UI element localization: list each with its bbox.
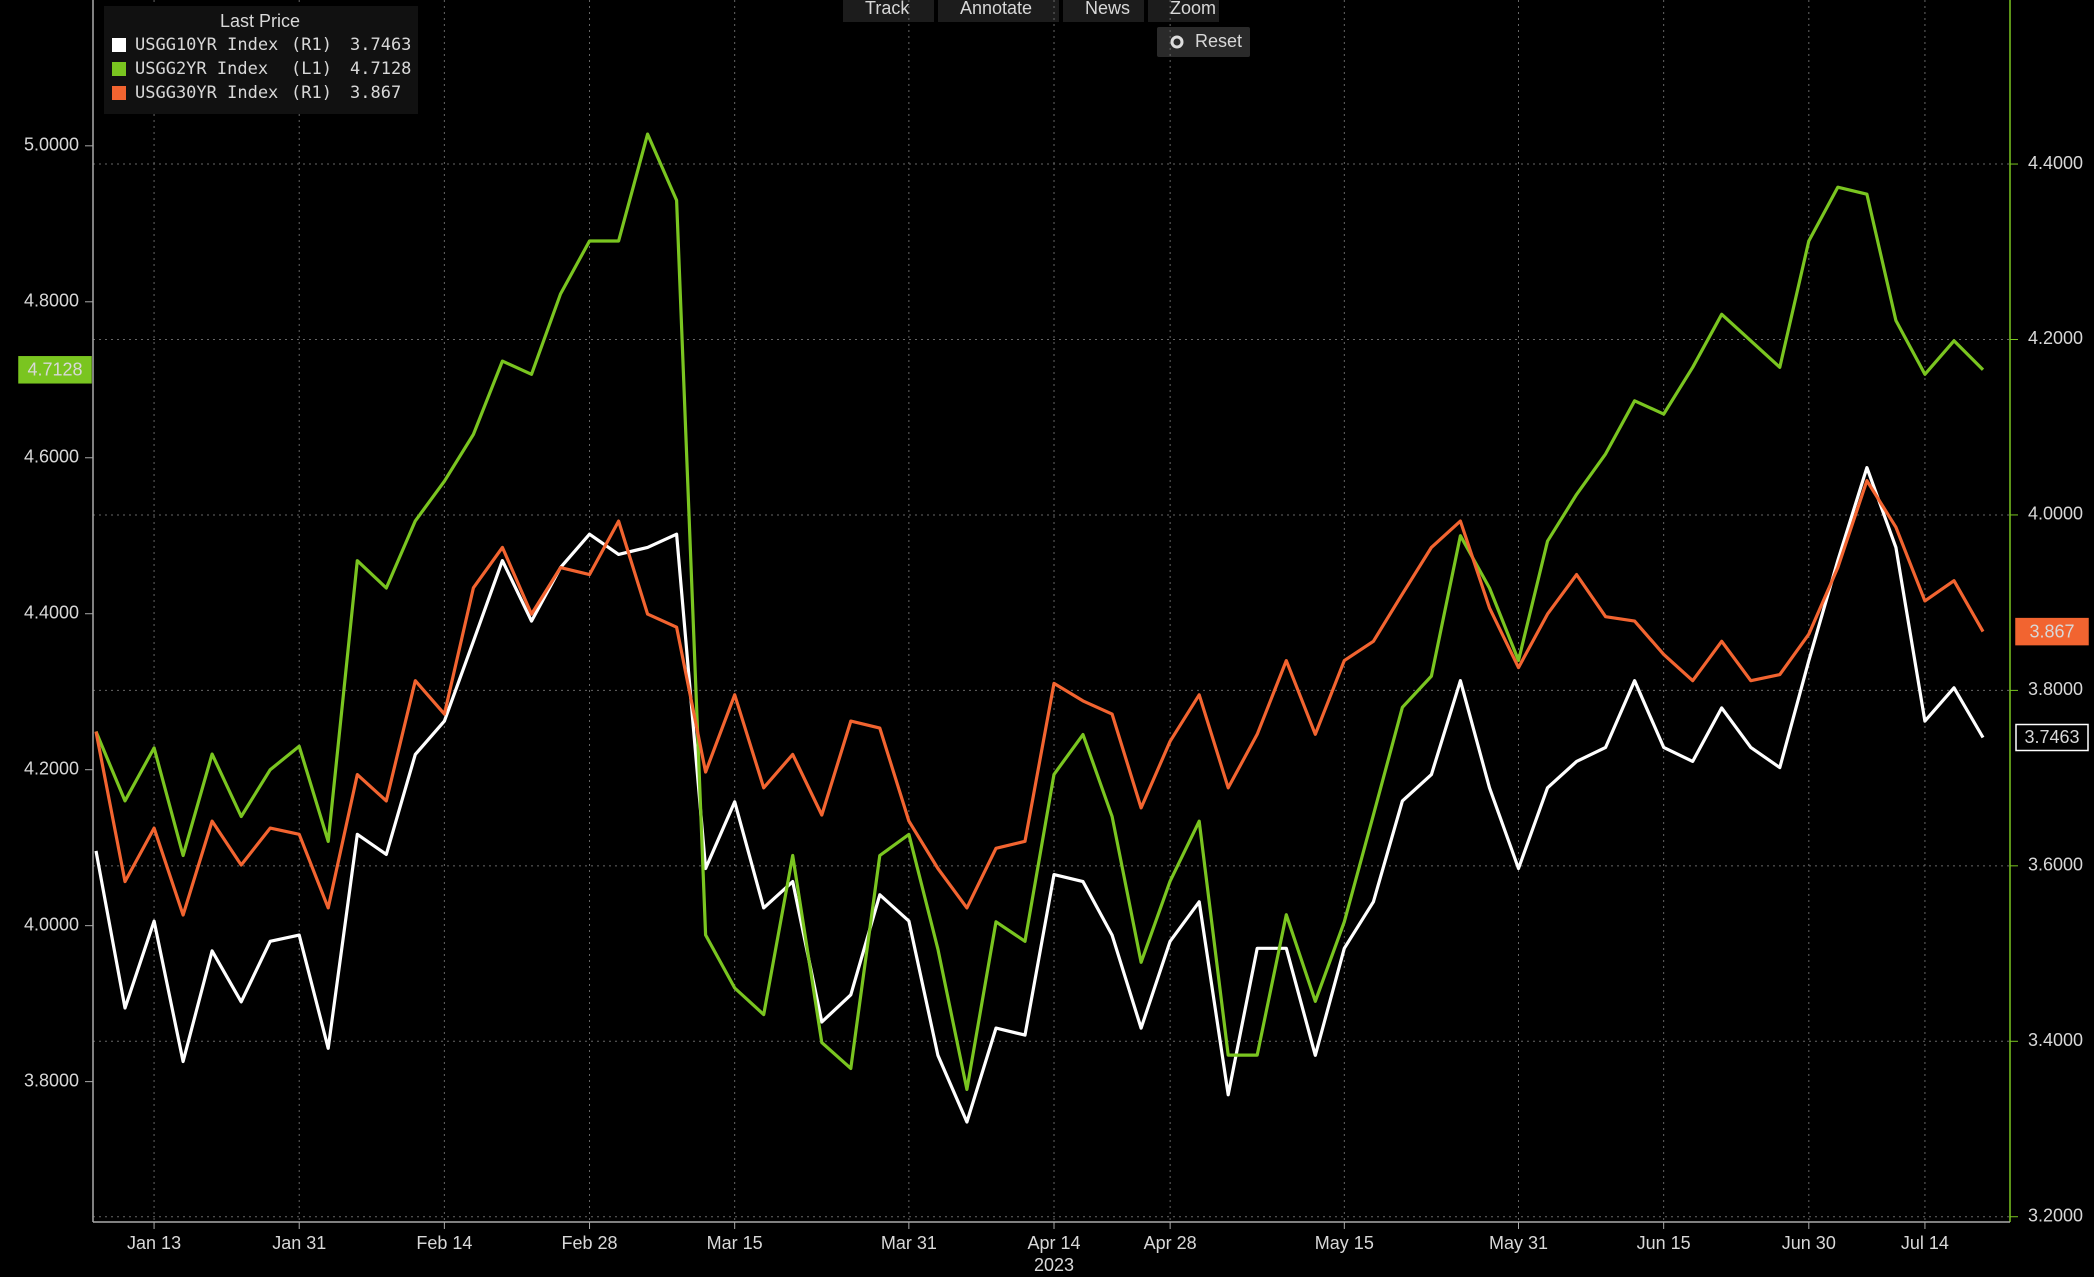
y-tick-label: 4.2000 (24, 758, 79, 778)
axes: 3.8000 4.0000 4.2000 4.4000 4.6000 4.8000 5.00… (24, 0, 2083, 1275)
x-year-label: 2023 (1034, 1255, 1074, 1275)
y-tick-label: 4.0000 (24, 914, 79, 934)
last-price-label: 3.867 (2029, 621, 2074, 641)
x-tick-label: Feb 14 (416, 1233, 472, 1253)
legend-title: Last Price (220, 11, 300, 31)
y2-tick-label: 3.6000 (2028, 855, 2083, 875)
x-tick-label: Jan 13 (127, 1233, 181, 1253)
legend-name: USGG10YR Index (135, 35, 278, 55)
x-tick-label: Apr 14 (1027, 1233, 1080, 1253)
y2-tick-label: 4.0000 (2028, 504, 2083, 524)
x-tick-label: May 15 (1315, 1233, 1374, 1253)
legend-name: USGG2YR Index (135, 59, 268, 79)
series-line (94, 466, 1985, 1124)
last-price-tag (2015, 723, 2089, 752)
y-tick-label: 4.4000 (24, 602, 79, 622)
reset-icon (1170, 35, 1184, 49)
legend-swatch (112, 86, 126, 100)
x-tick-label: Apr 28 (1144, 1233, 1197, 1253)
y-tick-label: 3.8000 (24, 1070, 79, 1090)
y2-tick-label: 4.4000 (2028, 153, 2083, 173)
reset-label: Reset (1195, 31, 1242, 51)
legend-name: USGG30YR Index (135, 83, 278, 103)
legend-last: 4.7128 (350, 59, 411, 79)
legend-last: 3.867 (350, 83, 401, 103)
tags: 3.7463 4.7128 3.867 (18, 356, 2089, 752)
legend-swatch (112, 38, 126, 52)
series-line (94, 132, 1985, 1091)
toolbar-button[interactable] (938, 0, 1059, 22)
toolbar-label: Zoom (1170, 0, 1216, 18)
x-tick-label: Jul 14 (1901, 1233, 1949, 1253)
x-tick-label: Mar 15 (707, 1233, 763, 1253)
y2-tick-label: 4.2000 (2028, 328, 2083, 348)
x-tick-label: Mar 31 (881, 1233, 937, 1253)
y2-tick-label: 3.4000 (2028, 1030, 2083, 1050)
x-tick-label: Jun 30 (1782, 1233, 1836, 1253)
y2-tick-label: 3.2000 (2028, 1205, 2083, 1225)
toolbar-button[interactable] (1148, 0, 1219, 22)
lines (94, 132, 1985, 1124)
toolbar-label: Annotate (960, 0, 1032, 18)
legend: Last Price USGG10YR Index (R1) 3.7463 USGG2… (104, 6, 418, 114)
series-line (94, 479, 1985, 917)
y-tick-label: 5.0000 (24, 135, 79, 155)
x-tick-label: May 31 (1489, 1233, 1548, 1253)
legend-swatch (112, 62, 126, 76)
legend-box (104, 6, 418, 114)
x-tick-label: Jun 15 (1637, 1233, 1691, 1253)
toolbar-button[interactable] (1063, 0, 1144, 22)
x-tick-label: Feb 28 (561, 1233, 617, 1253)
last-price-tag (2015, 617, 2089, 646)
last-price-label: 4.7128 (27, 360, 82, 380)
legend-last: 3.7463 (350, 35, 411, 55)
legend-axis: (R1) (291, 83, 332, 103)
last-price-tag (18, 356, 92, 384)
toolbar: Track Annotate News Zoom Reset (843, 0, 1250, 57)
y2-tick-label: 3.8000 (2028, 679, 2083, 699)
y-tick-label: 4.8000 (24, 291, 79, 311)
reset-button[interactable] (1157, 27, 1250, 57)
toolbar-label: Track (865, 0, 910, 18)
y-tick-label: 4.6000 (24, 447, 79, 467)
toolbar-label: News (1085, 0, 1130, 18)
x-tick-label: Jan 31 (272, 1233, 326, 1253)
legend-axis: (R1) (291, 35, 332, 55)
legend-axis: (L1) (291, 59, 332, 79)
last-price-label: 3.7463 (2024, 727, 2079, 747)
toolbar-button[interactable] (843, 0, 934, 22)
